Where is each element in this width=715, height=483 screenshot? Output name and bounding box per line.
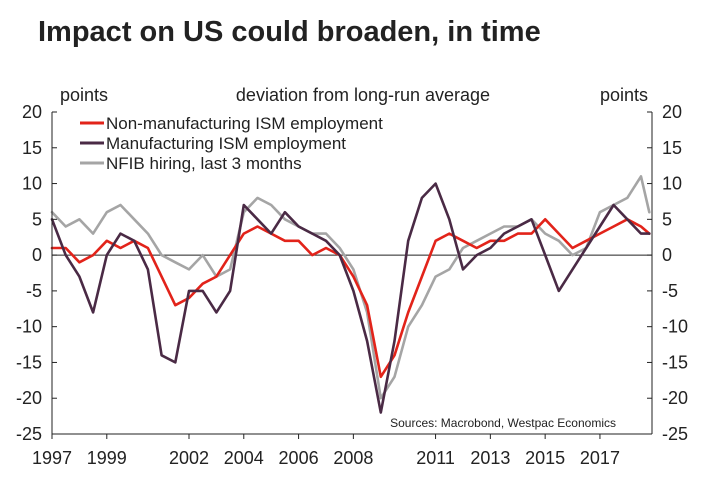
source-note: Sources: Macrobond, Westpac Economics bbox=[390, 416, 616, 430]
series-line-3 bbox=[50, 175, 651, 400]
y-tick-label-left: -15 bbox=[16, 352, 42, 372]
series-lines bbox=[50, 175, 651, 414]
x-tick-label: 2004 bbox=[224, 448, 264, 468]
y-tick-label-right: -20 bbox=[662, 388, 688, 408]
x-tick-label: 2006 bbox=[279, 448, 319, 468]
y-tick-label-left: -10 bbox=[16, 317, 42, 337]
legend-label-1: Non-manufacturing ISM employment bbox=[106, 114, 383, 133]
y-axis-left: -25 -20 -15 -10 -5 0 5 10 15 20 bbox=[16, 102, 57, 444]
y-tick-label-right: 15 bbox=[662, 138, 682, 158]
x-tick-label: 2017 bbox=[580, 448, 620, 468]
y-tick-label-right: -25 bbox=[662, 424, 688, 444]
y-tick-label-left: -25 bbox=[16, 424, 42, 444]
chart-title: Impact on US could broaden, in time bbox=[38, 16, 541, 48]
chart-subtitle: deviation from long-run average bbox=[236, 85, 490, 105]
y-tick-label-right: -5 bbox=[662, 281, 678, 301]
legend-label-3: NFIB hiring, last 3 months bbox=[106, 154, 302, 173]
series-line-1 bbox=[50, 218, 651, 379]
y-tick-label-left: 0 bbox=[32, 245, 42, 265]
y-tick-label-right: 5 bbox=[662, 209, 672, 229]
legend-label-2: Manufacturing ISM employment bbox=[106, 134, 346, 153]
y-axis-label-right: points bbox=[600, 85, 648, 105]
series-line-2 bbox=[50, 182, 651, 414]
legend: Non-manufacturing ISM employmentManufact… bbox=[80, 114, 383, 173]
x-tick-label: 2011 bbox=[416, 448, 455, 468]
y-tick-label-right: 10 bbox=[662, 174, 682, 194]
y-tick-label-right: -10 bbox=[662, 317, 688, 337]
y-tick-label-left: 20 bbox=[22, 102, 42, 122]
x-axis: 1997 1999 2002 2004 2006 2008 2011 2013 2015 2017 bbox=[32, 434, 620, 468]
y-tick-label-left: -5 bbox=[26, 281, 42, 301]
y-tick-label-left: 15 bbox=[22, 138, 42, 158]
y-tick-label-right: 20 bbox=[662, 102, 682, 122]
y-tick-label-right: 0 bbox=[662, 245, 672, 265]
y-tick-label-right: -15 bbox=[662, 352, 688, 372]
y-tick-label-left: 10 bbox=[22, 174, 42, 194]
x-tick-label: 2013 bbox=[470, 448, 510, 468]
x-tick-label: 2002 bbox=[169, 448, 209, 468]
x-tick-label: 1999 bbox=[87, 448, 127, 468]
x-tick-label: 1997 bbox=[32, 448, 72, 468]
x-tick-label: 2008 bbox=[333, 448, 373, 468]
y-tick-label-left: 5 bbox=[32, 209, 42, 229]
y-tick-label-left: -20 bbox=[16, 388, 42, 408]
x-tick-label: 2015 bbox=[525, 448, 565, 468]
y-axis-label-left: points bbox=[60, 85, 108, 105]
y-axis-right: -25 -20 -15 -10 -5 0 5 10 15 20 bbox=[647, 102, 688, 444]
